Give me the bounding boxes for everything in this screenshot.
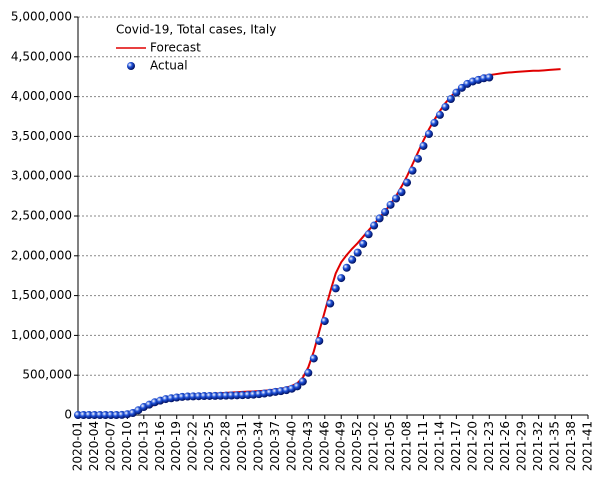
data-point (342, 263, 351, 272)
data-point (326, 299, 335, 308)
y-tick-label: 4,000,000 (11, 89, 72, 103)
y-tick-label: 2,500,000 (11, 209, 72, 223)
x-tick-label: 2021-32 (531, 421, 545, 471)
data-point (408, 166, 417, 175)
data-point (386, 200, 395, 209)
y-tick-label: 5,000,000 (11, 10, 72, 24)
data-point (304, 368, 313, 377)
x-tick-label: 2021-08 (400, 421, 414, 471)
data-point (446, 94, 455, 103)
x-tick-label: 2021-11 (416, 421, 430, 471)
data-point (392, 194, 401, 203)
x-tick-label: 2021-23 (482, 421, 496, 471)
data-point (331, 284, 340, 293)
data-point (348, 255, 357, 264)
data-point (424, 130, 433, 139)
x-tick-label: 2021-02 (367, 421, 381, 471)
x-tick-label: 2020-25 (202, 421, 216, 471)
x-tick-label: 2020-07 (103, 421, 117, 471)
data-point (381, 208, 390, 217)
data-point (320, 317, 329, 326)
x-tick-label: 2020-10 (120, 421, 134, 471)
x-tick-label: 2020-22 (186, 421, 200, 471)
x-tick-label: 2021-38 (564, 421, 578, 471)
data-point (337, 274, 346, 283)
x-tick-label: 2021-05 (383, 421, 397, 471)
forecast-line (78, 68, 561, 416)
x-tick-label: 2020-40 (284, 421, 298, 471)
x-tick-label: 2021-17 (449, 421, 463, 471)
x-tick-label: 2020-34 (251, 421, 265, 471)
y-tick-label: 1,500,000 (11, 288, 72, 302)
x-tick-label: 2021-35 (548, 421, 562, 471)
y-tick-label: 500,000 (22, 368, 72, 382)
data-point (353, 248, 362, 257)
data-point (74, 411, 82, 419)
x-tick-label: 2021-20 (465, 421, 479, 471)
data-point (90, 411, 99, 419)
data-point (293, 382, 302, 391)
data-point (457, 83, 466, 92)
x-tick-label: 2020-37 (268, 421, 282, 471)
data-point (309, 354, 318, 363)
data-point (441, 102, 450, 111)
data-point (435, 110, 444, 119)
legend-title: Covid-19, Total cases, Italy (116, 23, 276, 37)
data-point (370, 221, 379, 230)
legend-label: Actual (150, 59, 188, 73)
x-tick-label: 2020-28 (219, 421, 233, 471)
y-tick-label: 0 (64, 408, 72, 422)
data-point (101, 411, 110, 419)
x-tick-label: 2021-41 (581, 421, 595, 471)
x-tick-label: 2021-14 (432, 421, 446, 471)
data-point (485, 73, 494, 82)
x-tick-label: 2020-01 (71, 421, 85, 471)
x-tick-label: 2020-13 (136, 421, 150, 471)
data-point (364, 230, 373, 239)
legend-swatch (127, 62, 135, 70)
data-point (430, 118, 439, 127)
x-tick-label: 2021-29 (515, 421, 529, 471)
data-point (414, 154, 422, 163)
data-point (79, 411, 88, 419)
data-point (84, 411, 93, 419)
data-point (315, 336, 324, 345)
x-tick-label: 2020-46 (317, 421, 331, 471)
data-point (95, 411, 104, 419)
legend-label: Forecast (150, 41, 201, 55)
data-point (375, 214, 384, 223)
x-tick-label: 2020-04 (87, 421, 101, 471)
y-tick-label: 3,000,000 (11, 169, 72, 183)
data-point (397, 188, 406, 197)
x-tick-label: 2020-49 (334, 421, 348, 471)
x-tick-label: 2021-26 (498, 421, 512, 471)
x-tick-label: 2020-52 (350, 421, 364, 471)
y-tick-label: 3,500,000 (11, 129, 72, 143)
x-tick-label: 2020-16 (153, 421, 167, 471)
x-tick-label: 2020-31 (235, 421, 249, 471)
x-tick-label: 2020-43 (301, 421, 315, 471)
data-point (359, 239, 368, 248)
data-point (298, 377, 307, 386)
data-point (403, 178, 412, 187)
data-point (106, 411, 115, 419)
y-tick-label: 1,000,000 (11, 328, 72, 342)
x-tick-label: 2020-19 (169, 421, 183, 471)
y-tick-label: 2,000,000 (11, 248, 72, 262)
y-tick-label: 4,500,000 (11, 49, 72, 63)
data-point (452, 88, 461, 97)
data-point (419, 141, 428, 150)
